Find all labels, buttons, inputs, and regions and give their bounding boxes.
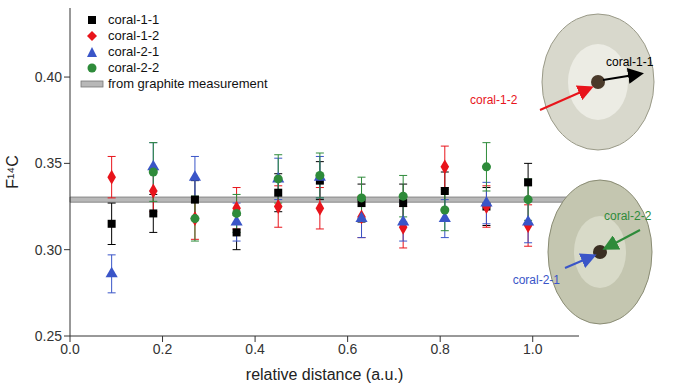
svg-text:F¹⁴C: F¹⁴C bbox=[4, 155, 21, 189]
html-text:coral-1-2: coral-1-2 bbox=[108, 28, 160, 43]
html-text:from graphite measurement: from graphite measurement bbox=[108, 76, 268, 91]
svg-text:relative distance (a.u.): relative distance (a.u.) bbox=[246, 366, 403, 383]
html-text:coral-2-2: coral-2-2 bbox=[108, 60, 160, 75]
svg-text:coral-1-1: coral-1-1 bbox=[606, 55, 654, 69]
svg-text:1.0: 1.0 bbox=[523, 341, 543, 357]
svg-text:0.25: 0.25 bbox=[35, 328, 62, 344]
svg-text:0.35: 0.35 bbox=[35, 155, 62, 171]
html-text:coral-2-1: coral-2-1 bbox=[108, 44, 160, 59]
svg-text:coral-2-2: coral-2-2 bbox=[604, 209, 652, 223]
svg-text:0.8: 0.8 bbox=[430, 341, 450, 357]
svg-text:0.2: 0.2 bbox=[153, 341, 173, 357]
svg-text:0.0: 0.0 bbox=[60, 341, 80, 357]
svg-text:0.40: 0.40 bbox=[35, 69, 62, 85]
svg-text:coral-1-2: coral-1-2 bbox=[470, 93, 518, 107]
svg-text:0.4: 0.4 bbox=[245, 341, 265, 357]
svg-text:0.30: 0.30 bbox=[35, 242, 62, 258]
html-text:coral-1-1: coral-1-1 bbox=[108, 12, 160, 27]
svg-text:coral-2-1: coral-2-1 bbox=[513, 273, 561, 287]
svg-text:0.6: 0.6 bbox=[338, 341, 358, 357]
